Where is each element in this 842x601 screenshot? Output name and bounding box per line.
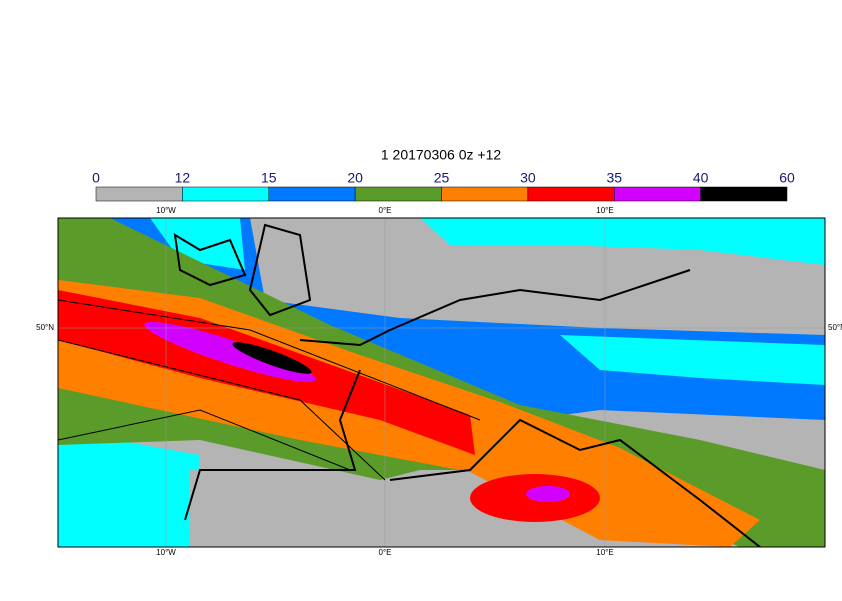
zone-cyan xyxy=(150,218,825,385)
lon-label: 10°W xyxy=(156,206,176,215)
lat-label: 50°N xyxy=(36,323,54,332)
colorbar-label: 60 xyxy=(779,170,795,186)
title: 1 20170306 0z +12 xyxy=(381,147,501,163)
lon-label: 0°E xyxy=(379,548,392,557)
colorbar-label: 20 xyxy=(347,170,363,186)
colorbar-segment xyxy=(527,186,615,202)
colorbar-segment xyxy=(354,186,442,202)
geo-labels: 10°W 10°W 0°E 0°E 10°E 10°E 50°N 50°N xyxy=(36,206,842,557)
colorbar-label: 35 xyxy=(606,170,622,186)
colorbar-label: 30 xyxy=(520,170,536,186)
coastline xyxy=(173,223,761,547)
colorbar: 0 12 15 20 25 30 35 40 60 xyxy=(92,170,795,202)
zone-cyan xyxy=(58,430,200,547)
contour xyxy=(58,299,481,481)
colorbar-label: 0 xyxy=(92,170,100,186)
land-iberia xyxy=(190,470,385,547)
map xyxy=(58,218,825,547)
lon-label: 0°E xyxy=(379,206,392,215)
lon-label: 10°E xyxy=(596,548,613,557)
colorbar-segment xyxy=(614,186,701,202)
map-frame xyxy=(57,217,826,548)
zone-black xyxy=(232,342,312,374)
colorbar-segment xyxy=(95,186,183,202)
graticule xyxy=(60,218,825,547)
colorbar-label: 12 xyxy=(175,170,191,186)
lon-label: 10°W xyxy=(156,548,176,557)
zone-magenta xyxy=(144,321,316,383)
colorbar-label: 25 xyxy=(434,170,450,186)
zone-magenta xyxy=(526,486,570,502)
lon-label: 10°E xyxy=(596,206,613,215)
lat-label: 50°N xyxy=(828,323,842,332)
colorbar-segment xyxy=(441,186,529,202)
colorbar-label: 15 xyxy=(261,170,277,186)
colorbar-segment xyxy=(268,186,356,202)
colorbar-label: 40 xyxy=(693,170,709,186)
colorbar-segment xyxy=(700,186,788,202)
colorbar-segment xyxy=(182,186,269,202)
